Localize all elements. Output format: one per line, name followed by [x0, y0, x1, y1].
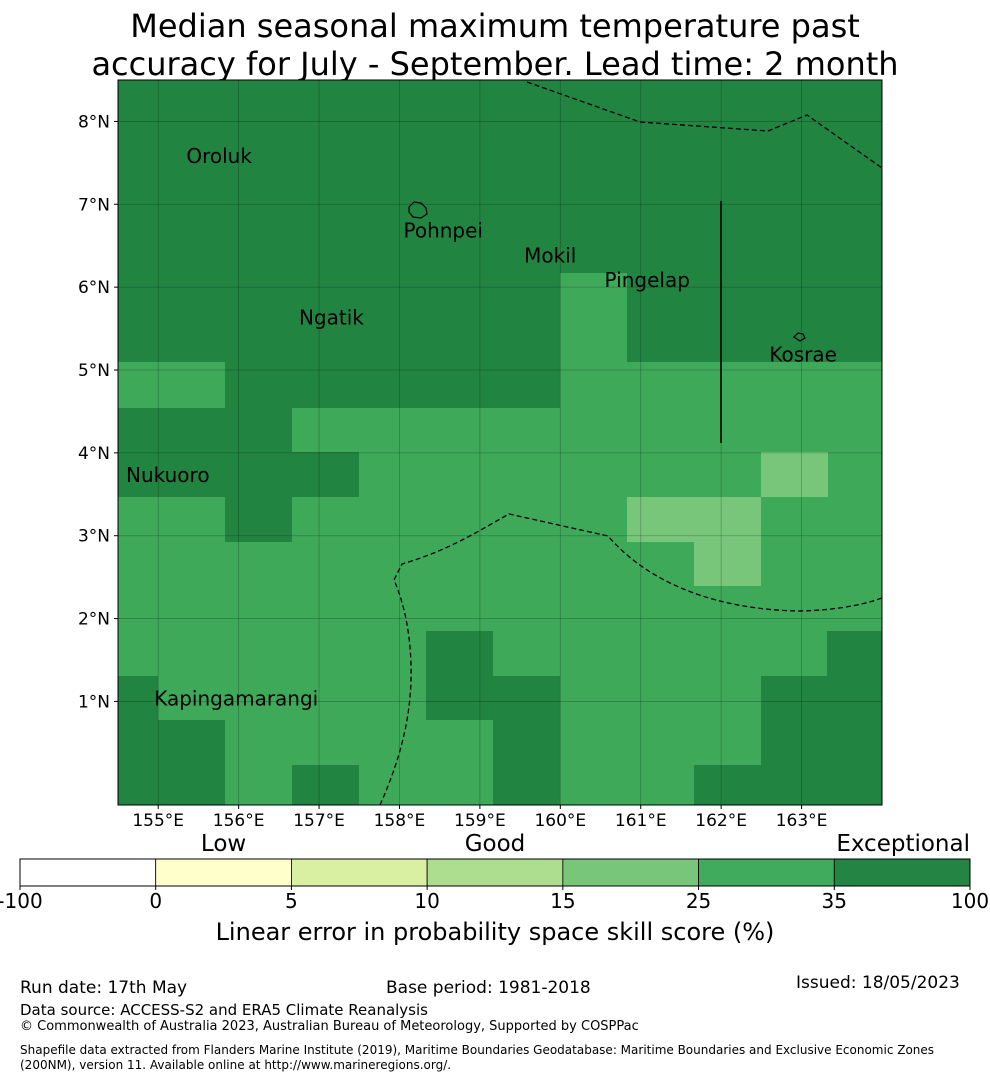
base-period: Base period: 1981-2018: [386, 978, 591, 998]
place-labels: Oroluk Pohnpei Mokil Pingelap Ngatik Kosrae Nu…: [126, 144, 837, 711]
latitude-labels: 8°N 7°N 6°N 5°N 4°N 3°N 2°N 1°N: [78, 112, 110, 712]
place-label-kosrae: Kosrae: [769, 343, 837, 367]
colorbar-segment: [291, 858, 428, 887]
skill-cell: [627, 497, 761, 542]
skill-cell: [118, 676, 158, 805]
chart-title-line-1: Median seasonal maximum temperature past: [130, 7, 860, 45]
colorbar-tick-label: 25: [685, 889, 712, 913]
skill-cell: [827, 631, 882, 676]
place-label-kapingamarangi: Kapingamarangi: [154, 687, 318, 711]
colorbar-segment: [19, 858, 157, 887]
colorbar-tick-label: 35: [821, 889, 848, 913]
place-label-pingelap: Pingelap: [605, 268, 690, 292]
eez-boundary-north: [526, 81, 883, 169]
latitude-label: 2°N: [78, 610, 110, 630]
longitude-label: 159°E: [454, 811, 506, 831]
skill-cell: [694, 765, 761, 805]
colorbar-tick-label: 0: [149, 889, 163, 913]
skill-cell: [118, 408, 292, 452]
colorbar-frame: [19, 858, 971, 887]
place-label-mokil: Mokil: [524, 243, 576, 267]
latitude-label: 7°N: [78, 195, 110, 215]
shapefile-credit: Shapefile data extracted from Flanders M…: [20, 1043, 935, 1072]
colorbar-segment: [426, 858, 564, 887]
skill-cell: [118, 80, 882, 362]
issued-date: Issued: 18/05/2023: [796, 973, 960, 993]
longitude-labels: 155°E 156°E 157°E 158°E 159°E 160°E 161°E 162°E…: [132, 811, 827, 831]
chart-title-line-2: accuracy for July - September. Lead time…: [91, 45, 899, 83]
colorbar-segment: [698, 858, 835, 887]
island-outlines: [408, 201, 806, 342]
place-label-pohnpei: Pohnpei: [403, 218, 483, 242]
latitude-label: 1°N: [78, 692, 110, 712]
run-date: Run date: 17th May: [20, 978, 188, 998]
skill-cell: [761, 452, 828, 497]
eez-boundary-south: [379, 513, 883, 806]
kosrae-island-outline: [793, 332, 806, 342]
pohnpei-island-outline: [408, 201, 428, 219]
skill-grid: [118, 80, 882, 805]
colorbar-category-good: Good: [464, 831, 526, 857]
latitude-label: 6°N: [78, 278, 110, 298]
colorbar-tick-label: 10: [414, 889, 440, 913]
data-source: Data source: ACCESS-S2 and ERA5 Climate …: [20, 1001, 428, 1019]
colorbar-segment: [155, 858, 292, 887]
skill-cell: [292, 765, 359, 805]
colorbar: [19, 858, 971, 890]
skill-cell: [761, 676, 882, 805]
skill-cell: [158, 720, 225, 805]
longitude-label: 158°E: [374, 811, 426, 831]
longitude-label: 161°E: [615, 811, 667, 831]
colorbar-segment: [562, 858, 699, 887]
longitude-label: 162°E: [695, 811, 747, 831]
colorbar-tick-label: -100: [0, 889, 43, 913]
map-frame: [117, 79, 883, 806]
skill-cell: [118, 362, 225, 408]
skill-cell: [225, 497, 292, 542]
skill-cell: [560, 273, 627, 362]
longitude-label: 163°E: [776, 811, 828, 831]
latitude-label: 3°N: [78, 527, 110, 547]
longitude-label: 160°E: [534, 811, 586, 831]
place-label-oroluk: Oroluk: [186, 144, 252, 168]
latitude-label: 5°N: [78, 361, 110, 381]
colorbar-tick-label: 15: [550, 889, 576, 913]
colorbar-category-low: Low: [200, 831, 247, 857]
colorbar-tick-label: 100: [950, 889, 990, 913]
place-label-nukuoro: Nukuoro: [126, 463, 210, 487]
skill-cell: [225, 362, 560, 408]
latitude-label: 8°N: [78, 112, 110, 132]
longitude-label: 157°E: [293, 811, 345, 831]
skill-cell: [694, 542, 761, 586]
eez-boundaries: [379, 81, 883, 806]
colorbar-label: Linear error in probability space skill …: [215, 918, 775, 946]
colorbar-segment: [833, 858, 971, 887]
longitude-label: 156°E: [213, 811, 265, 831]
colorbar-tick-label: 5: [285, 889, 298, 913]
skill-cell: [493, 676, 560, 805]
skill-cell: [426, 631, 493, 720]
longitude-label: 155°E: [132, 811, 184, 831]
latitude-label: 4°N: [78, 444, 110, 464]
skill-cell: [118, 452, 359, 497]
copyright-notice: © Commonwealth of Australia 2023, Austra…: [20, 1019, 639, 1034]
place-label-ngatik: Ngatik: [299, 305, 364, 329]
colorbar-category-exceptional: Exceptional: [836, 831, 970, 857]
